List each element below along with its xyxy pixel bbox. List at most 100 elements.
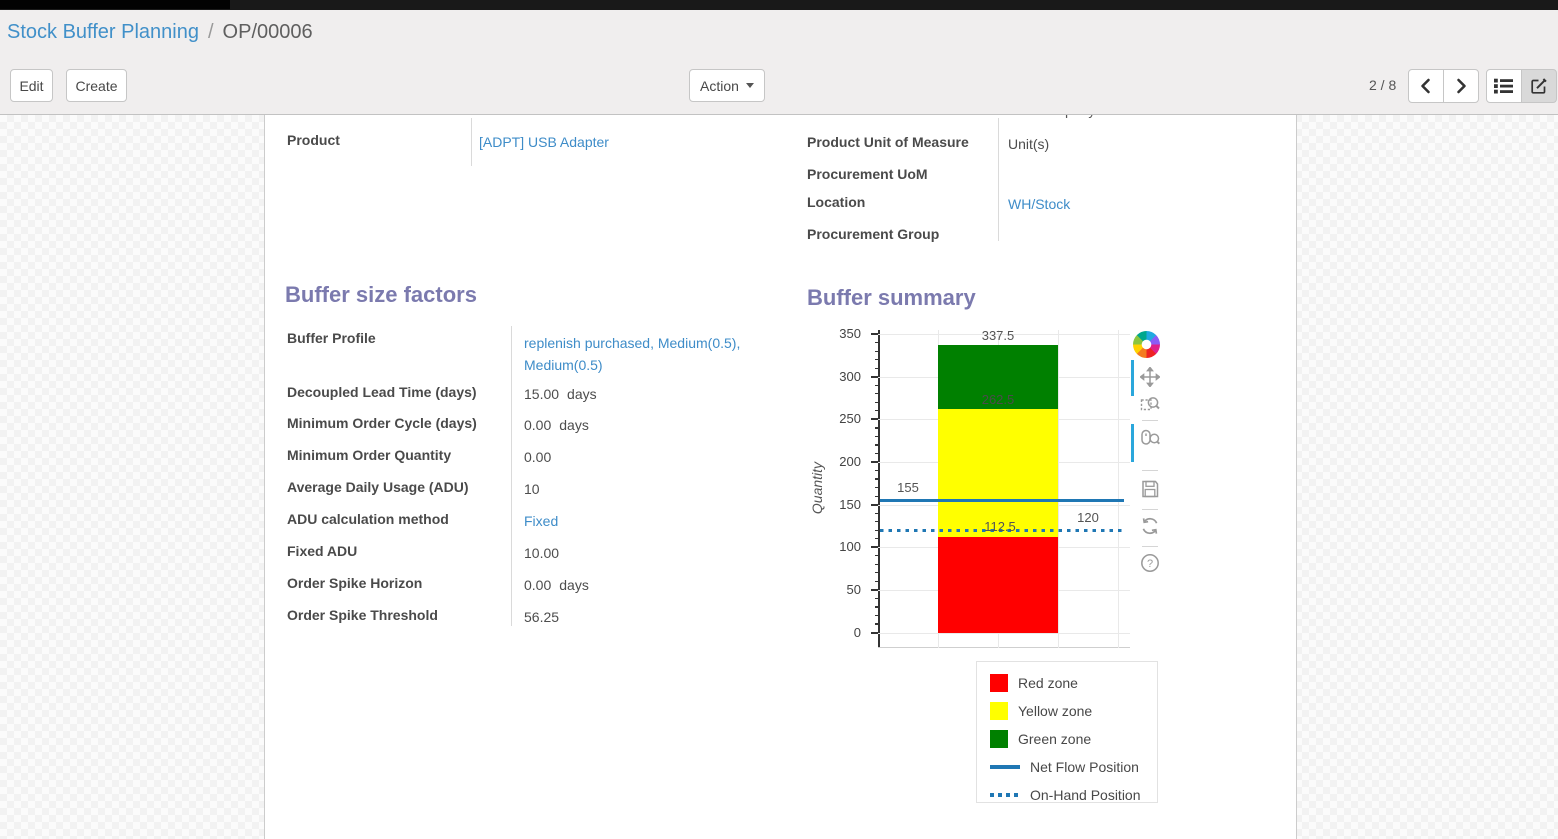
product-label: Product bbox=[287, 132, 340, 148]
pan-tool-active-indicator bbox=[1131, 360, 1134, 396]
adu-value: 10 bbox=[524, 481, 540, 497]
yellow-zone-bar bbox=[938, 408, 1058, 537]
create-button[interactable]: Create bbox=[66, 69, 127, 102]
chevron-down-icon bbox=[745, 83, 754, 88]
legend-item-on-hand: On-Hand Position bbox=[977, 781, 1157, 809]
location-value-link[interactable]: WH/Stock bbox=[1008, 196, 1071, 212]
y-axis-minor-tick bbox=[875, 521, 879, 523]
next-record-button[interactable] bbox=[1443, 69, 1479, 103]
toolbar-separator bbox=[1142, 509, 1158, 510]
product-uom-label: Product Unit of Measure bbox=[807, 134, 969, 150]
v-gridline bbox=[1117, 330, 1119, 648]
legend-item-green-zone: Green zone bbox=[977, 725, 1157, 753]
decoupled-lead-time-label: Decoupled Lead Time (days) bbox=[287, 384, 477, 400]
yellow-top-label: 262.5 bbox=[981, 392, 1015, 407]
y-axis-minor-tick bbox=[875, 597, 879, 600]
list-view-button[interactable] bbox=[1486, 69, 1522, 103]
dotted-line-swatch bbox=[990, 793, 1020, 797]
y-axis-minor-tick bbox=[875, 614, 879, 617]
y-axis-major-tick bbox=[871, 588, 879, 591]
fixed-adu-label: Fixed ADU bbox=[287, 543, 358, 559]
net-flow-label: 155 bbox=[897, 480, 919, 495]
y-axis-tick-label: 300 bbox=[839, 368, 861, 384]
wheel-zoom-active-indicator bbox=[1131, 424, 1134, 462]
field-separator bbox=[511, 326, 512, 626]
product-uom-value: Unit(s) bbox=[1008, 136, 1050, 152]
y-axis-minor-tick bbox=[875, 359, 879, 361]
chevron-right-icon bbox=[1457, 78, 1466, 94]
y-axis-minor-tick bbox=[875, 444, 879, 446]
legend-item-yellow-zone: Yellow zone bbox=[977, 697, 1157, 725]
toolbar-separator bbox=[1142, 470, 1158, 471]
adu-label: Average Daily Usage (ADU) bbox=[287, 479, 469, 495]
y-axis-minor-tick bbox=[875, 427, 879, 429]
days-suffix: days bbox=[559, 577, 589, 593]
svg-text:?: ? bbox=[1147, 558, 1153, 570]
arrows-move-icon bbox=[1139, 366, 1161, 388]
h-gridline bbox=[878, 334, 1130, 335]
toolbar-separator bbox=[1142, 546, 1158, 547]
bokeh-logo[interactable] bbox=[1133, 331, 1160, 358]
breadcrumb-separator: / bbox=[207, 21, 214, 43]
buffer-size-factors-title: Buffer size factors bbox=[285, 282, 477, 307]
field-separator bbox=[471, 118, 472, 166]
order-spike-horizon-label: Order Spike Horizon bbox=[287, 575, 423, 591]
buffer-chart-plot[interactable]: 337.5 262.5 155 112.5 120 bbox=[878, 328, 1130, 648]
y-axis-minor-tick bbox=[875, 350, 879, 352]
top-menu-strip bbox=[0, 0, 1558, 10]
save-tool-button[interactable] bbox=[1140, 479, 1160, 499]
box-zoom-icon bbox=[1140, 397, 1160, 411]
y-axis-minor-tick bbox=[875, 435, 879, 438]
buffer-profile-label: Buffer Profile bbox=[287, 330, 376, 346]
breadcrumb-parent-link[interactable]: Stock Buffer Planning bbox=[7, 21, 199, 43]
y-axis-major-tick bbox=[871, 631, 879, 634]
form-edit-icon bbox=[1531, 78, 1547, 94]
v-gridline bbox=[1057, 330, 1059, 648]
y-axis-tick-label: 200 bbox=[839, 453, 861, 469]
form-view-button[interactable] bbox=[1521, 69, 1557, 103]
yellow-swatch bbox=[990, 702, 1008, 720]
content-area: pany Product [ADPT] USB Adapter Product … bbox=[0, 115, 1558, 839]
y-axis-major-tick bbox=[871, 375, 879, 378]
y-axis-major-tick bbox=[871, 418, 879, 421]
edit-button[interactable]: Edit bbox=[10, 69, 53, 102]
y-axis-minor-tick bbox=[875, 538, 879, 540]
chart-legend: Red zone Yellow zone Green zone Net Flow… bbox=[976, 661, 1158, 803]
y-axis-major-tick bbox=[871, 460, 879, 463]
green-swatch bbox=[990, 730, 1008, 748]
y-axis-tick-label: 350 bbox=[839, 326, 861, 341]
previous-record-button[interactable] bbox=[1408, 69, 1444, 103]
y-axis-minor-tick bbox=[875, 384, 879, 386]
y-axis-minor-tick bbox=[875, 572, 879, 574]
clipped-text-fragment: pany bbox=[1065, 115, 1135, 120]
help-icon: ? bbox=[1141, 554, 1159, 572]
product-value-link[interactable]: [ADPT] USB Adapter bbox=[479, 134, 609, 150]
wheel-zoom-tool-button[interactable] bbox=[1140, 427, 1161, 447]
list-icon bbox=[1494, 78, 1513, 94]
top-menu-strip-segment bbox=[0, 0, 230, 9]
y-axis-tick-label: 0 bbox=[853, 624, 861, 640]
order-spike-horizon-value: 0.00 days bbox=[524, 577, 589, 593]
form-sheet: pany Product [ADPT] USB Adapter Product … bbox=[264, 115, 1297, 839]
min-order-cycle-value: 0.00 days bbox=[524, 417, 589, 433]
order-spike-threshold-value: 56.25 bbox=[524, 609, 560, 625]
legend-item-red-zone: Red zone bbox=[977, 669, 1157, 697]
chart-y-axis-line bbox=[878, 330, 880, 648]
help-tool-button[interactable]: ? bbox=[1140, 553, 1160, 573]
decoupled-lead-time-value: 15.00 days bbox=[524, 386, 597, 402]
net-flow-position-line bbox=[880, 499, 1124, 502]
y-axis-minor-tick bbox=[875, 563, 879, 565]
green-top-label: 337.5 bbox=[981, 328, 1015, 343]
y-axis-minor-tick bbox=[875, 580, 879, 583]
action-dropdown-button[interactable]: Action bbox=[689, 69, 765, 102]
reset-tool-button[interactable] bbox=[1140, 516, 1160, 536]
y-axis-minor-tick bbox=[875, 410, 879, 412]
chevron-left-icon bbox=[1421, 78, 1430, 94]
red-top-label: 112.5 bbox=[984, 519, 1016, 534]
adu-method-value-link[interactable]: Fixed bbox=[524, 513, 559, 529]
pan-tool-button[interactable] bbox=[1139, 366, 1161, 388]
buffer-profile-value-link[interactable]: replenish purchased, Medium(0.5), Medium… bbox=[524, 335, 741, 373]
min-order-qty-value: 0.00 bbox=[524, 449, 552, 465]
box-zoom-tool-button[interactable] bbox=[1140, 394, 1160, 414]
y-axis-minor-tick bbox=[875, 495, 879, 497]
